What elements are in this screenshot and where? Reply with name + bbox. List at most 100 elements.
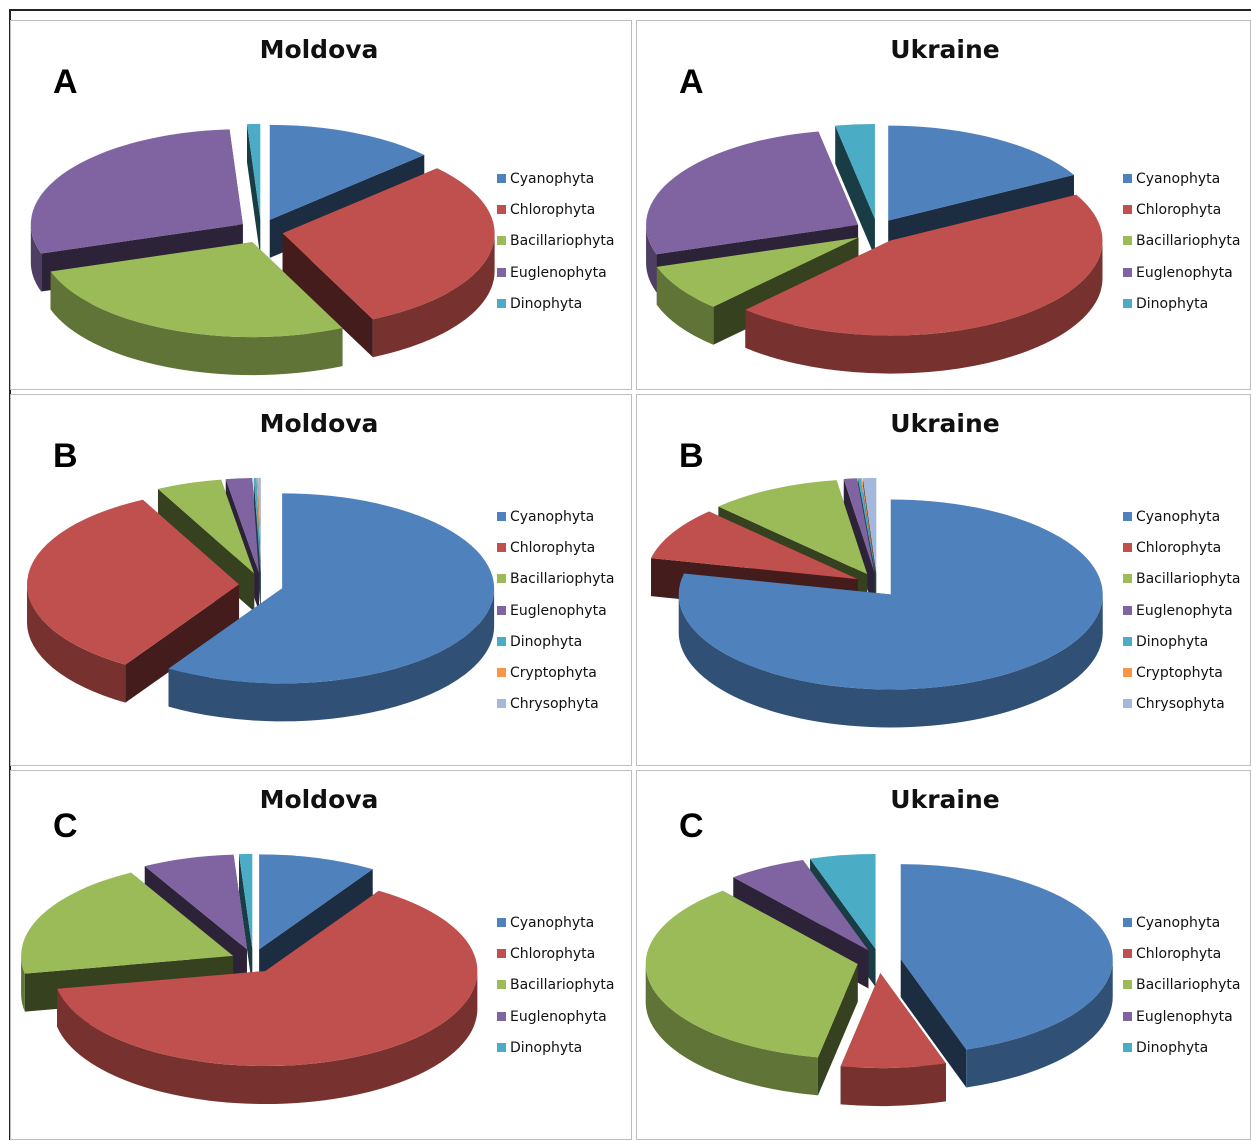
panel-letter: C	[679, 807, 704, 845]
legend-swatch	[497, 236, 506, 246]
legend-label: Chlorophyta	[510, 540, 596, 557]
legend-label: Cyanophyta	[510, 915, 595, 931]
pie-slice-dinophyta	[810, 854, 876, 950]
chart-title: Ukraine	[890, 409, 1000, 438]
legend-swatch	[497, 918, 506, 927]
legend-swatch	[1123, 949, 1132, 959]
chart-panel: Ukraine A Cyanophyta Chlorophyta Bacillariop…	[636, 20, 1251, 390]
pie-slice-chrysophyta	[258, 477, 261, 573]
legend-swatch	[1123, 512, 1132, 521]
pie-slice-dinophyta	[253, 477, 261, 573]
pie-slice-wall	[246, 124, 261, 257]
chart-panel: Moldova A Cyanophyta Chlorophyta Bacillariop…	[10, 20, 632, 390]
legend-swatch	[497, 699, 506, 709]
legend-label: Euglenophyta	[510, 264, 607, 281]
pie-chart	[21, 853, 478, 1105]
legend-swatch	[1123, 1042, 1132, 1052]
legend-label: Chlorophyta	[510, 202, 596, 219]
pie-slice-chlorophyta	[57, 890, 478, 1067]
pie-slice-cyanophyta	[888, 125, 1074, 221]
panel-letter: C	[53, 807, 78, 845]
legend-swatch	[497, 574, 506, 584]
legend-swatch	[497, 636, 506, 646]
legend-swatch	[1123, 543, 1132, 553]
legend-label: Dinophyta	[510, 633, 583, 650]
pie-slice-chrysophyta	[862, 477, 877, 573]
pie-slice-euglenophyta	[30, 129, 243, 254]
pie-slice-chlorophyta	[27, 499, 240, 665]
pie-slice-bacillariophyta	[157, 479, 255, 574]
legend-swatch	[1123, 699, 1132, 709]
pie-slice-wall	[817, 964, 858, 1096]
panel-letter: B	[679, 437, 704, 475]
pie-slice-edge	[21, 955, 25, 1012]
legend-swatch	[1123, 605, 1132, 615]
legend-label: Euglenophyta	[1136, 1008, 1233, 1025]
pie-slice-bacillariophyta	[50, 242, 343, 338]
pie-slice-side-cyanophyta	[900, 959, 1113, 1088]
pie-slice-cryptophyta	[860, 478, 876, 573]
legend-label: Euglenophyta	[510, 1008, 607, 1025]
pie-slice-edge	[30, 224, 42, 292]
pie-slice-bacillariophyta	[645, 890, 858, 1058]
pie-chart	[651, 477, 1103, 728]
pie-slice-bacillariophyta	[718, 480, 868, 575]
pie-slice-euglenophyta	[646, 131, 859, 255]
legend-swatch	[1123, 267, 1132, 277]
pie-slice-euglenophyta	[225, 478, 259, 573]
legend-swatch	[1123, 1011, 1132, 1021]
pie-chart	[30, 123, 495, 376]
legend-label: Bacillariophyta	[1136, 233, 1241, 250]
pie-slice-edge	[50, 271, 343, 376]
legend-swatch	[497, 1011, 506, 1021]
legend-swatch	[1123, 205, 1132, 215]
pie-slice-cyanophyta	[259, 854, 373, 950]
legend-label: Cyanophyta	[1136, 915, 1221, 931]
pie-slice-edge	[27, 584, 126, 703]
legend-label: Euglenophyta	[1136, 602, 1233, 619]
legend-swatch	[497, 267, 506, 277]
legend-label: Chlorophyta	[1136, 202, 1222, 219]
legend-label: Bacillariophyta	[1136, 571, 1241, 588]
pie-slice-wall	[282, 233, 373, 358]
legend-swatch	[497, 1042, 506, 1052]
legend-label: Bacillariophyta	[510, 233, 615, 250]
pie-slice-euglenophyta	[733, 860, 869, 951]
pie-slice-edge	[645, 964, 818, 1096]
pie-slice-wall	[125, 584, 240, 703]
pie-slice-edge	[840, 1063, 946, 1107]
pie-chart	[27, 477, 495, 722]
pie-slice-chlorophyta	[282, 168, 495, 320]
legend-label: Cryptophyta	[1136, 665, 1223, 681]
pie-slice-euglenophyta	[144, 854, 247, 950]
legend-label: Cyanophyta	[1136, 171, 1221, 187]
pie-chart	[646, 123, 1103, 374]
legend-label: Dinophyta	[510, 1039, 583, 1056]
legend-swatch	[497, 512, 506, 521]
legend-label: Cryptophyta	[510, 665, 597, 681]
chart-title: Ukraine	[890, 785, 1000, 814]
chart-panel: Ukraine B Cyanophyta Chlorophyta Bacillariop…	[636, 394, 1251, 766]
legend-label: Chlorophyta	[1136, 946, 1222, 963]
pie-slice-side-dinophyta	[835, 125, 875, 257]
legend-swatch	[497, 949, 506, 959]
legend-swatch	[1123, 918, 1132, 927]
pie-slice-dinophyta	[238, 853, 253, 949]
pie-slice-edge	[646, 224, 657, 293]
legend-swatch	[497, 980, 506, 990]
legend-swatch	[497, 298, 506, 308]
pie-slice-edge	[57, 971, 478, 1105]
legend-label: Chlorophyta	[510, 946, 596, 963]
panel-letter: A	[53, 63, 78, 101]
chart-title: Ukraine	[890, 35, 1000, 64]
pie-slice-edge	[372, 233, 495, 358]
chart-title: Moldova	[259, 785, 379, 814]
pie-slice-cyanophyta	[678, 499, 1103, 690]
pie-slice-edge	[678, 594, 1103, 728]
pie-slice-dinophyta	[857, 478, 876, 573]
pie-slice-side-dinophyta	[246, 124, 261, 257]
pie-slice-wall	[238, 854, 253, 987]
legend-swatch	[1123, 574, 1132, 584]
pie-slice-euglenophyta	[843, 478, 875, 573]
panel-letter: A	[679, 63, 704, 101]
